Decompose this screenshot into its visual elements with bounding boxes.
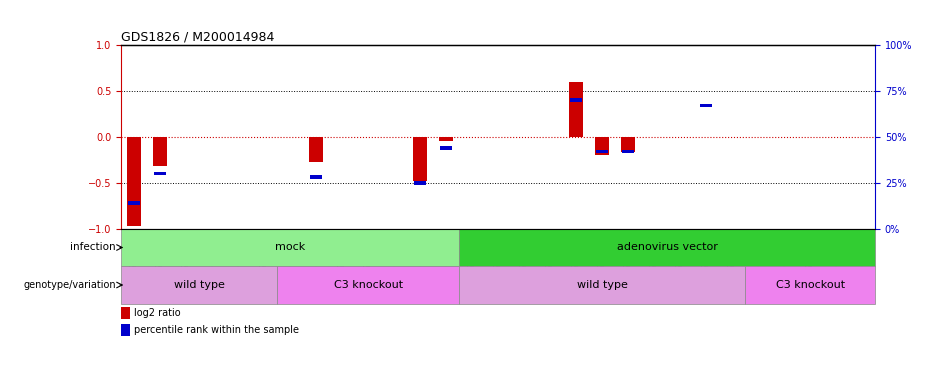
- Bar: [154, 172, 166, 176]
- Text: genotype/variation: genotype/variation: [23, 280, 115, 290]
- Bar: [310, 176, 322, 179]
- Text: percentile rank within the sample: percentile rank within the sample: [134, 325, 299, 335]
- Bar: [277, 266, 459, 304]
- Bar: [569, 82, 583, 137]
- Bar: [121, 266, 277, 304]
- Bar: [596, 150, 608, 153]
- Bar: [127, 137, 142, 226]
- Bar: [570, 98, 582, 102]
- Bar: [440, 146, 452, 150]
- Bar: [700, 104, 712, 108]
- Text: GDS1826 / M200014984: GDS1826 / M200014984: [121, 31, 275, 44]
- Text: mock: mock: [275, 243, 305, 252]
- Bar: [459, 266, 745, 304]
- Bar: [121, 324, 130, 336]
- Bar: [621, 137, 635, 153]
- Bar: [745, 266, 875, 304]
- Bar: [128, 201, 140, 205]
- Text: log2 ratio: log2 ratio: [134, 308, 181, 318]
- Bar: [439, 137, 453, 141]
- Text: C3 knockout: C3 knockout: [776, 280, 844, 290]
- Text: wild type: wild type: [173, 280, 224, 290]
- Bar: [153, 137, 168, 166]
- Text: infection: infection: [70, 243, 115, 252]
- Bar: [121, 307, 130, 319]
- Bar: [413, 137, 427, 181]
- Bar: [121, 229, 459, 266]
- Text: wild type: wild type: [576, 280, 627, 290]
- Bar: [459, 229, 875, 266]
- Text: adenovirus vector: adenovirus vector: [616, 243, 718, 252]
- Bar: [595, 137, 609, 155]
- Bar: [622, 150, 634, 153]
- Text: C3 knockout: C3 knockout: [333, 280, 402, 290]
- Bar: [414, 181, 426, 184]
- Bar: [309, 137, 323, 162]
